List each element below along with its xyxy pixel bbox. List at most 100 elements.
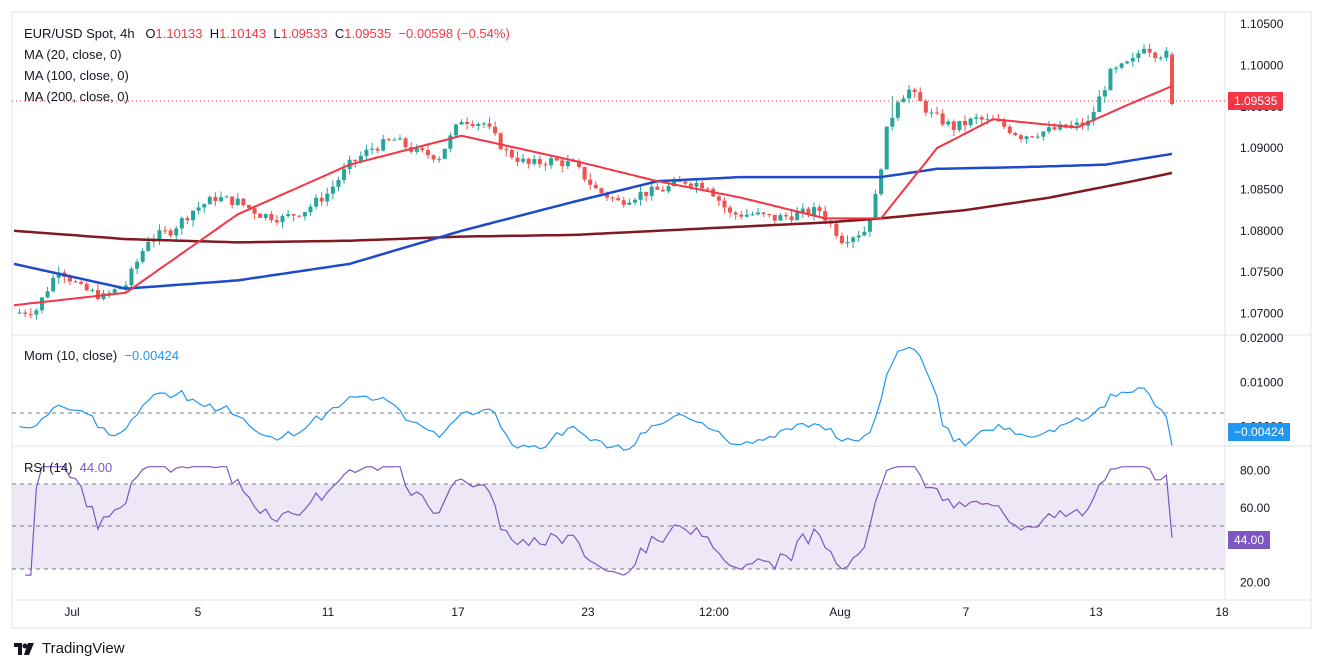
candle-body <box>800 208 805 213</box>
rsi-axis-label: 80.00 <box>1240 463 1270 477</box>
candle-body <box>28 313 33 315</box>
time-axis: Jul 5 11 17 23 12:00 Aug 7 13 18 <box>64 605 1229 619</box>
candle-body <box>241 198 246 206</box>
price-axis-label: 1.09000 <box>1240 141 1284 155</box>
candle-body <box>627 202 632 205</box>
candle-body <box>297 215 302 217</box>
rsi-band <box>12 484 1225 569</box>
candle-body <box>1125 61 1130 64</box>
candle-body <box>414 148 419 152</box>
candle-body <box>465 121 470 124</box>
ma200-line <box>13 171 1173 244</box>
time-axis-label: 13 <box>1089 605 1103 619</box>
open-label: O <box>145 26 156 41</box>
candle-body <box>677 180 682 182</box>
candle-body <box>571 161 576 163</box>
candle-body <box>560 160 565 167</box>
candle-body <box>392 139 397 141</box>
candle-body <box>1041 131 1046 137</box>
candle-body <box>649 186 654 196</box>
candle-body <box>683 181 688 184</box>
candle-body <box>386 139 391 141</box>
candle-body <box>213 196 218 202</box>
candle-body <box>286 214 291 217</box>
candle-body <box>744 214 749 217</box>
candle-body <box>549 158 554 166</box>
candle-body <box>907 89 912 99</box>
candle-body <box>851 237 856 242</box>
candle-body <box>761 212 766 215</box>
candle-body <box>1164 50 1169 58</box>
candle-body <box>795 212 800 221</box>
candle-body <box>834 223 839 236</box>
candle-body <box>196 207 201 211</box>
candle-body <box>370 148 375 150</box>
candle-body <box>168 230 173 236</box>
candle-body <box>263 214 268 218</box>
candle-body <box>23 312 28 314</box>
price-axis-label: 1.07000 <box>1240 306 1284 320</box>
candle-body <box>890 117 895 127</box>
ma20-legend[interactable]: MA (20, close, 0) <box>24 47 122 62</box>
candle-body <box>839 235 844 244</box>
candle-body <box>599 188 604 193</box>
candle-body <box>381 139 386 151</box>
candle-body <box>767 214 772 216</box>
candle-body <box>817 207 822 211</box>
symbol-title[interactable]: EUR/USD Spot, 4h <box>24 26 135 41</box>
candle-body <box>1136 53 1141 58</box>
candle-body <box>644 191 649 196</box>
candle-body <box>867 217 872 232</box>
low-value: 1.09533 <box>280 26 328 41</box>
candle-body <box>112 289 117 293</box>
price-axis-label: 1.08500 <box>1240 182 1284 196</box>
ohlc-header: EUR/USD Spot, 4h O1.10133 H1.10143 L1.09… <box>24 26 510 41</box>
candle-body <box>325 193 330 202</box>
candle-body <box>1153 52 1158 58</box>
candle-body <box>638 191 643 200</box>
candle-body <box>515 157 520 162</box>
candle-body <box>1035 136 1040 138</box>
price-axis-label: 1.07500 <box>1240 265 1284 279</box>
candle-body <box>73 281 78 283</box>
candle-body <box>95 290 100 300</box>
candle-body <box>1002 120 1007 127</box>
candle-body <box>146 241 151 251</box>
rsi-title: RSI (14) <box>24 460 73 475</box>
candle-body <box>1114 67 1119 69</box>
candle-body <box>1142 48 1147 54</box>
time-axis-label: 17 <box>451 605 465 619</box>
time-axis-label: 7 <box>963 605 970 619</box>
candle-body <box>258 213 263 218</box>
ma100-legend[interactable]: MA (100, close, 0) <box>24 68 129 83</box>
candle-body <box>107 292 112 294</box>
candle-body <box>772 214 777 221</box>
ma20-line <box>13 85 1173 307</box>
candle-body <box>1074 122 1079 126</box>
time-axis-label: 11 <box>322 605 335 619</box>
tradingview-logo[interactable]: TradingView <box>14 640 125 657</box>
candle-body <box>884 126 889 170</box>
rsi-tag: 44.00 <box>1228 531 1271 549</box>
candle-body <box>895 102 900 118</box>
candle-body <box>722 200 727 208</box>
candle-body <box>879 169 884 195</box>
rsi-legend[interactable]: RSI (14) 44.00 <box>24 460 112 475</box>
candle-body <box>67 276 72 282</box>
price-axis-label: 1.10500 <box>1240 17 1284 31</box>
candle-body <box>940 113 945 125</box>
candle-body <box>1158 57 1163 59</box>
ma200-legend[interactable]: MA (200, close, 0) <box>24 89 129 104</box>
candle-body <box>487 123 492 127</box>
momentum-legend[interactable]: Mom (10, close) −0.00424 <box>24 348 179 363</box>
candle-body <box>470 123 475 126</box>
candle-body <box>34 310 39 315</box>
candle-body <box>1046 127 1051 132</box>
time-axis-label: Aug <box>829 605 850 619</box>
candle-body <box>901 98 906 103</box>
candle-body <box>750 214 755 216</box>
close-value: 1.09535 <box>344 26 392 41</box>
